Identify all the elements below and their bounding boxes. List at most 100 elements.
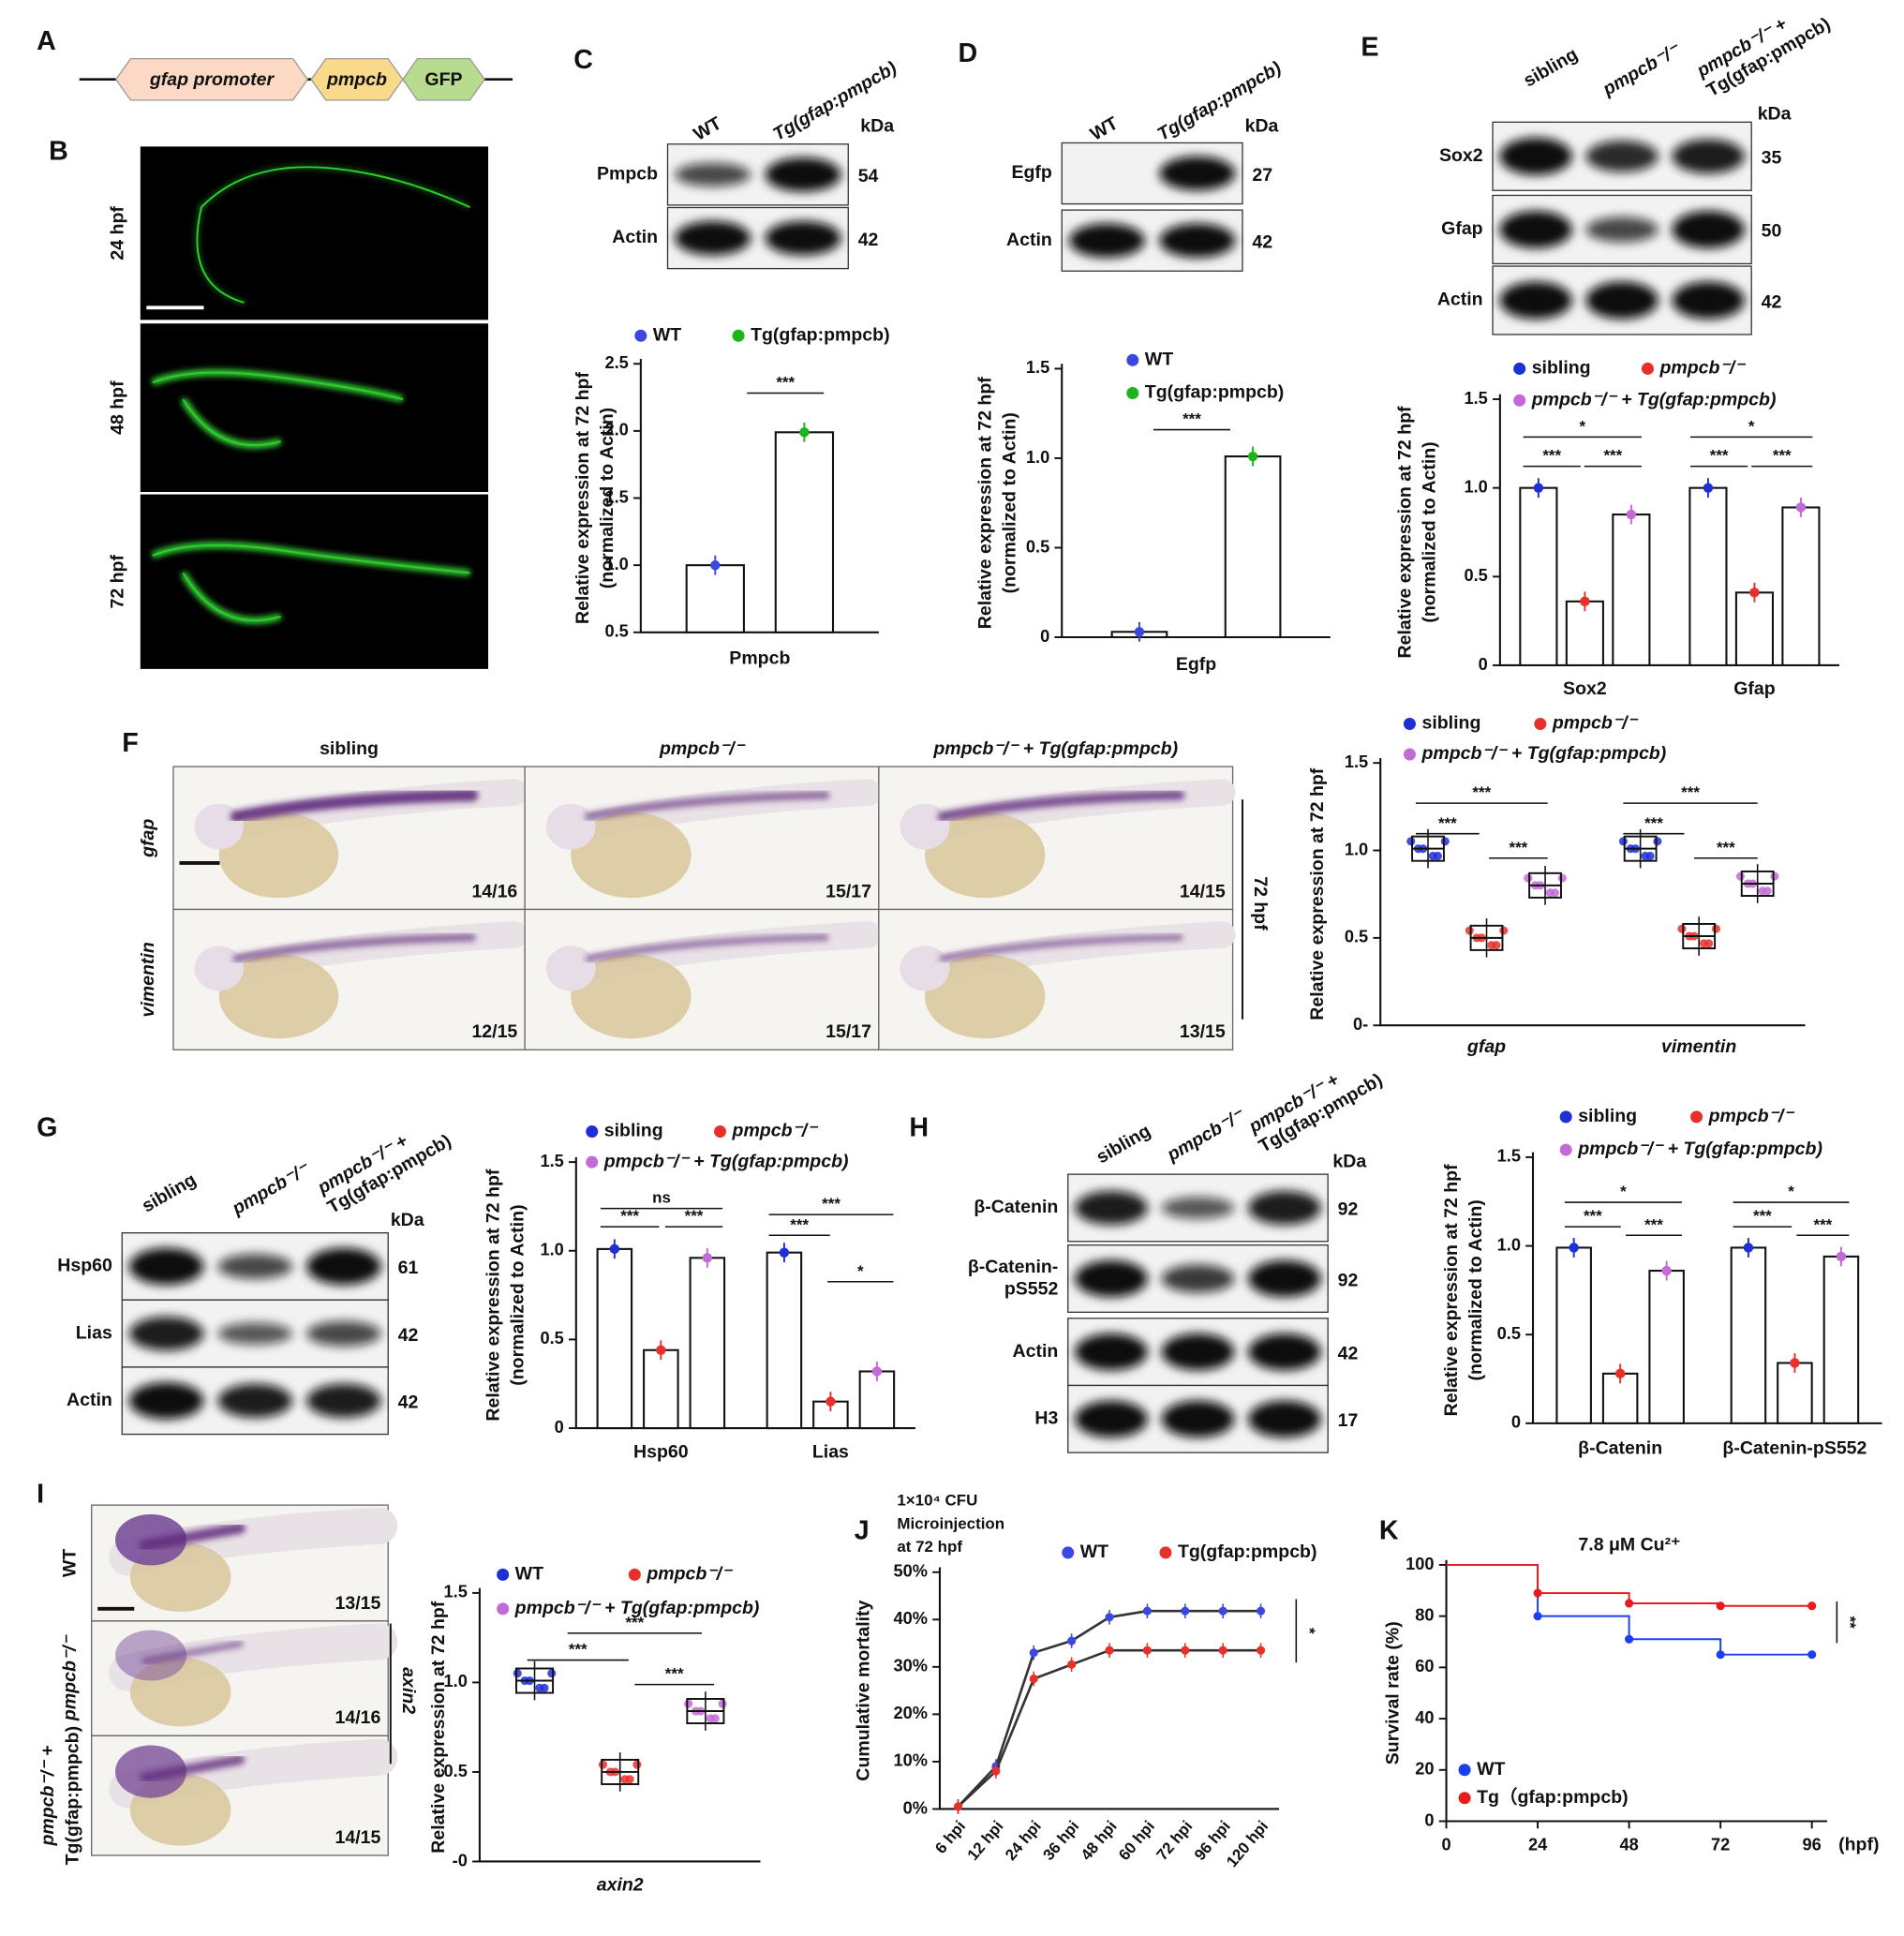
legend-marker [732, 329, 745, 342]
ish-stain [140, 1754, 245, 1783]
box-dot [1545, 888, 1554, 898]
bar [596, 1247, 633, 1430]
legend-label: sibling [1578, 1106, 1637, 1126]
legend-marker [1159, 1546, 1172, 1559]
significance-label: *** [1773, 447, 1792, 465]
band-label: Egfp [1011, 162, 1051, 183]
significance-label: *** [1717, 839, 1735, 856]
x-tick-label: 96 [1803, 1834, 1822, 1854]
gfp-signal [196, 166, 470, 304]
data-point [1836, 1251, 1847, 1262]
blot-band [1585, 281, 1659, 320]
legend-marker [634, 329, 647, 342]
data-point [1067, 1660, 1077, 1669]
y-tick-label: 30% [893, 1656, 927, 1675]
y-tick-label: 0.5 [444, 1761, 468, 1780]
y-tick-label: 1.5 [604, 486, 628, 506]
panel-label: J [855, 1515, 870, 1545]
blot-band [675, 220, 751, 256]
blot-band [1248, 1333, 1321, 1371]
bar [1555, 1246, 1592, 1424]
y-tick-label: 0.5 [1026, 536, 1049, 556]
legend-marker [1458, 1792, 1471, 1805]
legend-label: pmpcb⁻/⁻ + Tg(gfap:pmpcb) [1577, 1139, 1822, 1159]
data-point [1134, 627, 1145, 637]
data-point [609, 1244, 620, 1255]
significance-label: * [1620, 1183, 1627, 1200]
legend-label: Tg(gfap:pmpcb) [751, 324, 890, 345]
significance-label: *** [1753, 1207, 1772, 1225]
y-tick-label: 50% [893, 1561, 927, 1581]
x-tick-label: β-Catenin-pS552 [1722, 1437, 1867, 1458]
significance-label: *** [1644, 814, 1663, 832]
construct-element [310, 57, 404, 101]
legend-label: sibling [1421, 713, 1480, 734]
bar [766, 1251, 803, 1430]
embryo-head [194, 946, 244, 991]
legend-marker [1559, 1143, 1572, 1156]
legend-label: sibling [604, 1121, 663, 1141]
data-point [1142, 1606, 1152, 1616]
box-dot [1428, 851, 1437, 861]
data-point [1743, 1243, 1754, 1253]
data-point [991, 1766, 1001, 1776]
y-tick-label: 40 [1415, 1707, 1434, 1727]
ish-stain [937, 790, 1185, 822]
legend-marker [1126, 386, 1139, 400]
band-kda: 50 [1762, 221, 1782, 242]
embryo-yolk [218, 954, 339, 1039]
box-dot [1758, 886, 1767, 896]
panel-label: B [49, 136, 68, 166]
y-axis-label: Relative expression at 72 hpf [975, 377, 996, 629]
band-kda: 54 [858, 166, 879, 186]
x-tick-label: Hsp60 [633, 1441, 689, 1462]
gfp-signal [152, 371, 404, 446]
blot-band [765, 220, 841, 256]
box-dot [1641, 851, 1650, 861]
blot-band [217, 1254, 292, 1279]
legend-marker [1403, 748, 1416, 761]
y-tick-label: 1.0 [1464, 476, 1487, 496]
band-kda: 42 [858, 230, 879, 250]
y-tick-label: 1.0 [604, 554, 628, 573]
y-tick-label: 0% [903, 1797, 928, 1817]
data-point [1703, 483, 1714, 493]
y-tick-label: 0.5 [1345, 927, 1368, 946]
bar [643, 1348, 679, 1430]
blot-band [1075, 1190, 1148, 1226]
y-tick-label: 1.5 [1345, 752, 1368, 771]
panel-label: D [959, 38, 978, 68]
data-point [1749, 588, 1760, 598]
band-label: H3 [1034, 1407, 1058, 1428]
box-dot [535, 1683, 544, 1692]
blot-band [1499, 281, 1572, 320]
data-point [1580, 596, 1590, 607]
legend-label: WT [1080, 1541, 1108, 1562]
ish-count: 14/16 [471, 881, 517, 901]
row-label: 48 hpf [108, 380, 128, 435]
band-kda: 42 [398, 1325, 419, 1346]
ish-count: 14/15 [335, 1827, 381, 1848]
significance-label: * [1788, 1183, 1794, 1200]
band-label: β-Catenin- [968, 1257, 1058, 1277]
embryo-head [545, 803, 596, 850]
y-axis-label: (normalized to Actin) [1465, 1199, 1486, 1380]
panel-label: G [37, 1113, 57, 1143]
blot-band [1248, 1259, 1321, 1298]
y-tick-label: 100 [1406, 1554, 1434, 1573]
blot-band [217, 1383, 292, 1418]
band-label: Gfap [1441, 218, 1483, 239]
x-tick-label: axin2 [597, 1875, 644, 1896]
significance-label: *** [776, 374, 795, 392]
bar [1688, 486, 1728, 667]
data-point [1105, 1646, 1114, 1655]
y-tick-label: -0 [453, 1850, 468, 1869]
y-axis-label: (normalized to Actin) [597, 408, 617, 588]
ish-count: 14/16 [335, 1707, 381, 1728]
box-dot [1677, 924, 1687, 933]
row-label: 24 hpf [108, 206, 128, 261]
bar [1781, 506, 1821, 667]
panel-label: A [37, 26, 56, 56]
